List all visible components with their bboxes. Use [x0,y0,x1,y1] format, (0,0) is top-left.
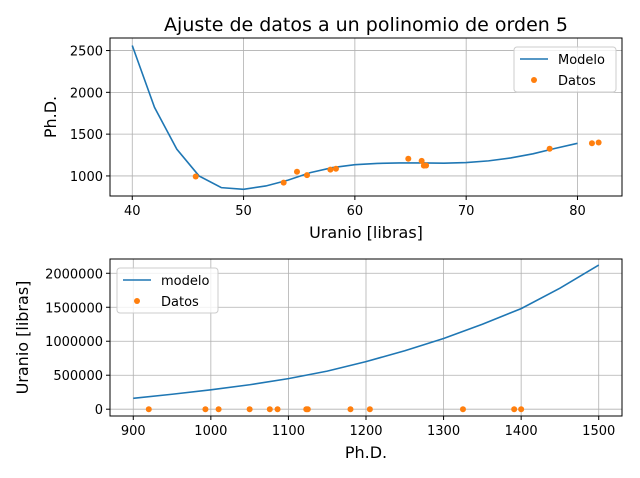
data-point [423,162,430,169]
chart-title: Ajuste de datos a un polinomio de orden … [164,14,568,36]
chart-top: 40 50 60 70 80 1000 1500 2000 2500 Ajuste de dato… [41,14,623,242]
data-point [347,406,354,413]
x-tick-label: 1300 [427,424,460,439]
data-point [327,166,334,173]
legend-entry: modelo [161,274,209,289]
series-line-modelo [133,264,600,400]
data-point [266,406,273,413]
legend-entry: Modelo [558,53,605,68]
data-point [366,406,373,413]
data-point [246,406,253,413]
chart-bottom: 900 1000 1100 1200 1300 1400 1500 0 500000 100000… [13,258,623,462]
data-point [215,406,222,413]
legend-swatch-marker [134,298,140,304]
data-point [202,406,209,413]
x-tick-label: 1000 [194,424,227,439]
data-point [511,406,518,413]
legend: Modelo Datos [513,46,617,93]
x-axis-label: Ph.D. [345,443,387,462]
y-tick-label: 2500 [70,45,103,60]
y-axis-label: Ph.D. [41,96,60,138]
data-point [145,406,152,413]
y-tick-label: 1000000 [45,335,103,350]
data-point [332,165,339,172]
x-tick-label: 1200 [349,424,382,439]
series-line-modelo [131,45,578,191]
data-point [459,406,466,413]
x-tick-label: 1100 [272,424,305,439]
y-tick-label: 2000 [70,86,103,101]
data-point [274,406,281,413]
axes-frame [109,37,623,197]
y-tick-label: 1500000 [45,301,103,316]
x-axis-label: Uranio [libras] [309,223,423,242]
x-tick-label: 60 [347,204,364,219]
x-tick-label: 70 [458,204,475,219]
series-points-datos [192,139,602,186]
y-tick-label: 1000 [70,170,103,185]
y-tick-label: 0 [95,403,103,418]
y-tick-label: 500000 [53,369,103,384]
x-tick-label: 50 [235,204,252,219]
data-point [293,168,300,175]
series-points-datos [145,406,525,413]
legend-entry: Datos [161,295,199,310]
data-point [518,406,525,413]
data-point [304,172,311,179]
data-point [405,155,412,162]
data-point [280,179,287,186]
y-tick-label: 2000000 [45,267,103,282]
x-tick-label: 1400 [505,424,538,439]
y-axis-label: Uranio [libras] [13,281,32,395]
data-point [192,173,199,180]
data-point [304,406,311,413]
y-tick-label: 1500 [70,128,103,143]
data-point [418,157,425,164]
legend-swatch-marker [531,77,537,83]
x-tick-label: 900 [121,424,146,439]
x-tick-label: 1500 [582,424,615,439]
x-tick-label: 80 [569,204,586,219]
data-point [546,145,553,152]
legend: modelo Datos [116,267,219,314]
data-point [595,139,602,146]
data-point [588,140,595,147]
legend-entry: Datos [558,74,596,89]
x-tick-label: 40 [124,204,141,219]
